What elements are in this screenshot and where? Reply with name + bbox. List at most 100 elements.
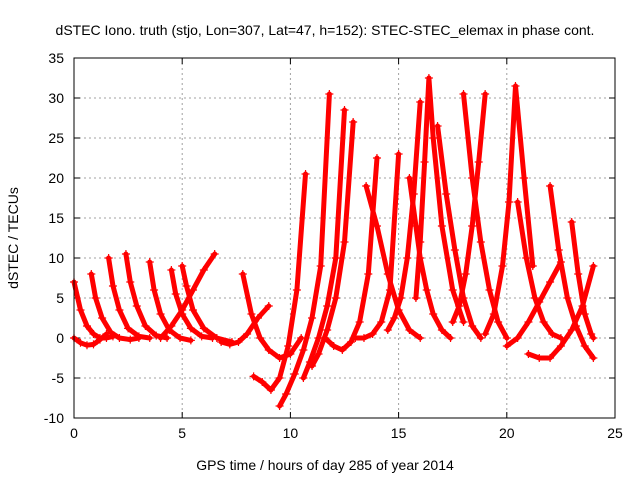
data-point (394, 150, 403, 158)
data-point (247, 310, 256, 318)
data-point (95, 335, 104, 344)
data-point (199, 324, 208, 333)
data-point (126, 335, 135, 344)
data-point (115, 306, 124, 314)
data-point (405, 326, 414, 334)
data-point (372, 154, 381, 162)
data-point (331, 294, 340, 302)
data-point (323, 302, 332, 310)
data-point (266, 386, 275, 394)
data-point (468, 222, 477, 230)
data-series (308, 118, 358, 370)
data-point (485, 286, 494, 294)
series-trace (461, 91, 510, 341)
data-series (513, 198, 565, 342)
series-trace (309, 119, 356, 369)
data-point (416, 98, 425, 106)
data-point (82, 322, 91, 330)
data-point (494, 318, 503, 326)
data-point (567, 326, 576, 334)
series-trace (385, 99, 423, 333)
data-point (346, 338, 355, 346)
data-point (513, 334, 522, 342)
data-series (481, 82, 537, 338)
data-point (167, 266, 176, 274)
data-point (433, 122, 442, 130)
y-tick-label: -10 (44, 410, 64, 426)
data-point (308, 362, 317, 370)
data-series (178, 262, 236, 346)
data-point (126, 278, 135, 286)
y-tick-label: 20 (48, 170, 64, 186)
y-tick-label: 15 (48, 210, 64, 226)
data-point (275, 354, 284, 362)
data-point (574, 270, 583, 278)
data-series (411, 74, 468, 326)
data-point (145, 334, 154, 342)
x-axis-title: GPS time / hours of day 285 of year 2014 (196, 457, 454, 473)
data-point (437, 326, 446, 334)
data-point (316, 262, 325, 270)
data-point (210, 250, 219, 258)
y-tick-label: -5 (52, 370, 65, 386)
data-point (520, 174, 529, 182)
data-point (156, 334, 165, 342)
series-layer (70, 74, 598, 410)
data-point (323, 326, 332, 334)
data-point (580, 310, 589, 318)
data-point (554, 246, 563, 254)
data-point (178, 306, 187, 314)
axis-ticks: 0 5 10 15 20 25 -10 -5 0 5 10 15 20 25 30 35 (44, 50, 623, 441)
data-point (405, 174, 414, 182)
data-point (461, 270, 470, 278)
data-point (589, 334, 598, 342)
data-point (539, 318, 548, 326)
data-point (429, 310, 438, 318)
data-series (104, 254, 154, 342)
data-point (546, 354, 555, 362)
data-point (476, 238, 485, 246)
series-trace (504, 259, 564, 349)
data-point (504, 198, 513, 206)
data-point (106, 328, 115, 337)
data-point (108, 282, 117, 290)
y-tick-label: 35 (48, 50, 64, 66)
data-point (416, 238, 425, 246)
chart-title: dSTEC Iono. truth (stjo, Lon=307, Lat=47… (56, 22, 595, 38)
data-point (468, 174, 477, 182)
data-series (524, 262, 598, 362)
data-point (372, 222, 381, 230)
x-tick-label: 20 (499, 425, 515, 441)
data-point (199, 266, 208, 274)
data-point (292, 286, 301, 294)
data-point (91, 294, 100, 302)
data-series (299, 106, 349, 382)
data-point (256, 334, 265, 342)
data-point (299, 346, 308, 354)
data-point (134, 332, 143, 341)
data-point (589, 354, 598, 362)
data-point (217, 338, 226, 346)
data-point (468, 322, 477, 330)
data-point (383, 270, 392, 278)
data-point (234, 338, 243, 346)
y-tick-label: 30 (48, 90, 64, 106)
data-point (89, 330, 98, 338)
data-point (275, 402, 284, 410)
x-tick-label: 15 (391, 425, 407, 441)
data-point (450, 246, 459, 254)
data-point (249, 372, 258, 381)
data-point (502, 334, 511, 342)
data-point (301, 170, 310, 178)
data-series (448, 90, 490, 326)
data-point (82, 341, 91, 350)
data-point (429, 134, 438, 142)
data-point (351, 334, 360, 342)
data-point (258, 378, 267, 386)
data-point (150, 286, 159, 294)
data-point (152, 331, 161, 340)
data-point (76, 306, 85, 314)
data-point (87, 270, 96, 278)
data-point (446, 334, 455, 342)
data-point (424, 74, 433, 82)
